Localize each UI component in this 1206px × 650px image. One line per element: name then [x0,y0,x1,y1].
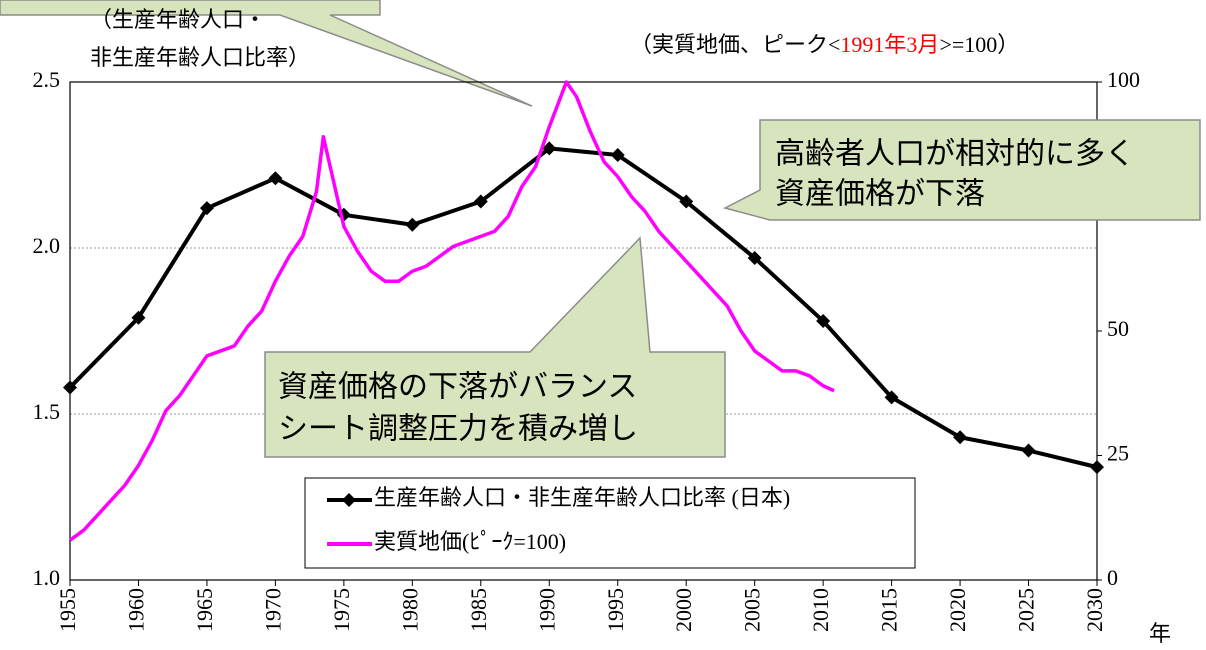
y2-tick-label: 100 [1107,67,1140,92]
legend-items: 生産年齢人口・非生産年齢人口比率 (日本) 実質地価(ﾋﾟｰｸ=100) [327,485,790,554]
x-tick-label: 2000 [671,588,696,632]
y2-label-part: >=100） [939,32,1019,57]
y2-axis-label: （実質地価、ピーク<1991年3月>=100） [630,32,1019,57]
point-marker [473,194,488,209]
y-tick-label: 2.0 [33,233,61,258]
callout [722,119,1201,221]
plot-frame [69,81,1098,581]
point-marker [1090,460,1104,475]
y-axis-label: （生産年齢人口・ [90,7,266,32]
point-marker [953,430,968,445]
legend-label: 実質地価(ﾋﾟｰｸ=100) [374,529,566,554]
point-marker [268,171,283,186]
point-marker [405,217,420,232]
x-tick-label: 2010 [808,588,833,632]
legend-marker [342,493,356,507]
x-tick-label: 1985 [466,588,491,632]
callout [264,236,726,458]
callout-top [0,0,533,107]
x-axis-label: 年 [1149,621,1171,646]
y2-tick-label: 50 [1107,316,1129,341]
y2-tick-label: 25 [1107,441,1129,466]
point-marker [131,310,146,325]
x-tick-label: 2030 [1082,588,1107,632]
x-tick-label: 1990 [534,588,559,632]
y2-label-highlight: 1991年3月 [840,32,939,57]
x-tick-label: 1970 [260,588,285,632]
x-tick-label: 1975 [329,588,354,632]
annotation: 資産価格の下落がバランス [278,370,637,405]
point-marker [679,194,694,209]
point-marker [816,314,831,329]
series-line [68,146,1098,470]
x-tick-label: 1955 [55,588,80,632]
x-tick-label: 1980 [397,588,422,632]
annotation: シート調整圧力を積み増し [278,412,638,447]
x-tick-label: 2020 [945,588,970,632]
y-tick-label: 2.5 [33,67,61,92]
y-tick-label: 1.0 [33,565,61,590]
y-axis-label: 非生産年齢人口比率） [90,45,310,70]
legend-label: 生産年齢人口・非生産年齢人口比率 (日本) [374,485,790,510]
x-tick-label: 1995 [603,588,628,632]
annotation: 高齢者人口が相対的に多く [775,137,1135,172]
plot-area: 1.0 1.5 2.0 2.5 0 25 50 100 1955 1960 1965 1970 1975… [33,67,1141,632]
x-tick-label: 2015 [877,588,902,632]
point-marker [610,148,625,163]
point-marker [884,390,899,405]
point-marker [1021,443,1036,458]
y2-tick-label: 0 [1107,565,1118,590]
annotation: 資産価格が下落 [775,177,985,212]
point-marker [747,250,762,265]
series-line [68,80,835,542]
x-tick-label: 2005 [740,588,765,632]
legend [304,477,916,569]
x-tick-label: 1960 [124,588,149,632]
point-marker [542,141,557,156]
x-tick-label: 1965 [192,588,217,632]
y-tick-label: 1.5 [33,399,61,424]
y2-label-part: （実質地価、ピーク< [630,32,840,57]
point-marker [63,380,77,395]
point-marker [199,201,214,216]
x-tick-label: 2025 [1014,588,1039,632]
